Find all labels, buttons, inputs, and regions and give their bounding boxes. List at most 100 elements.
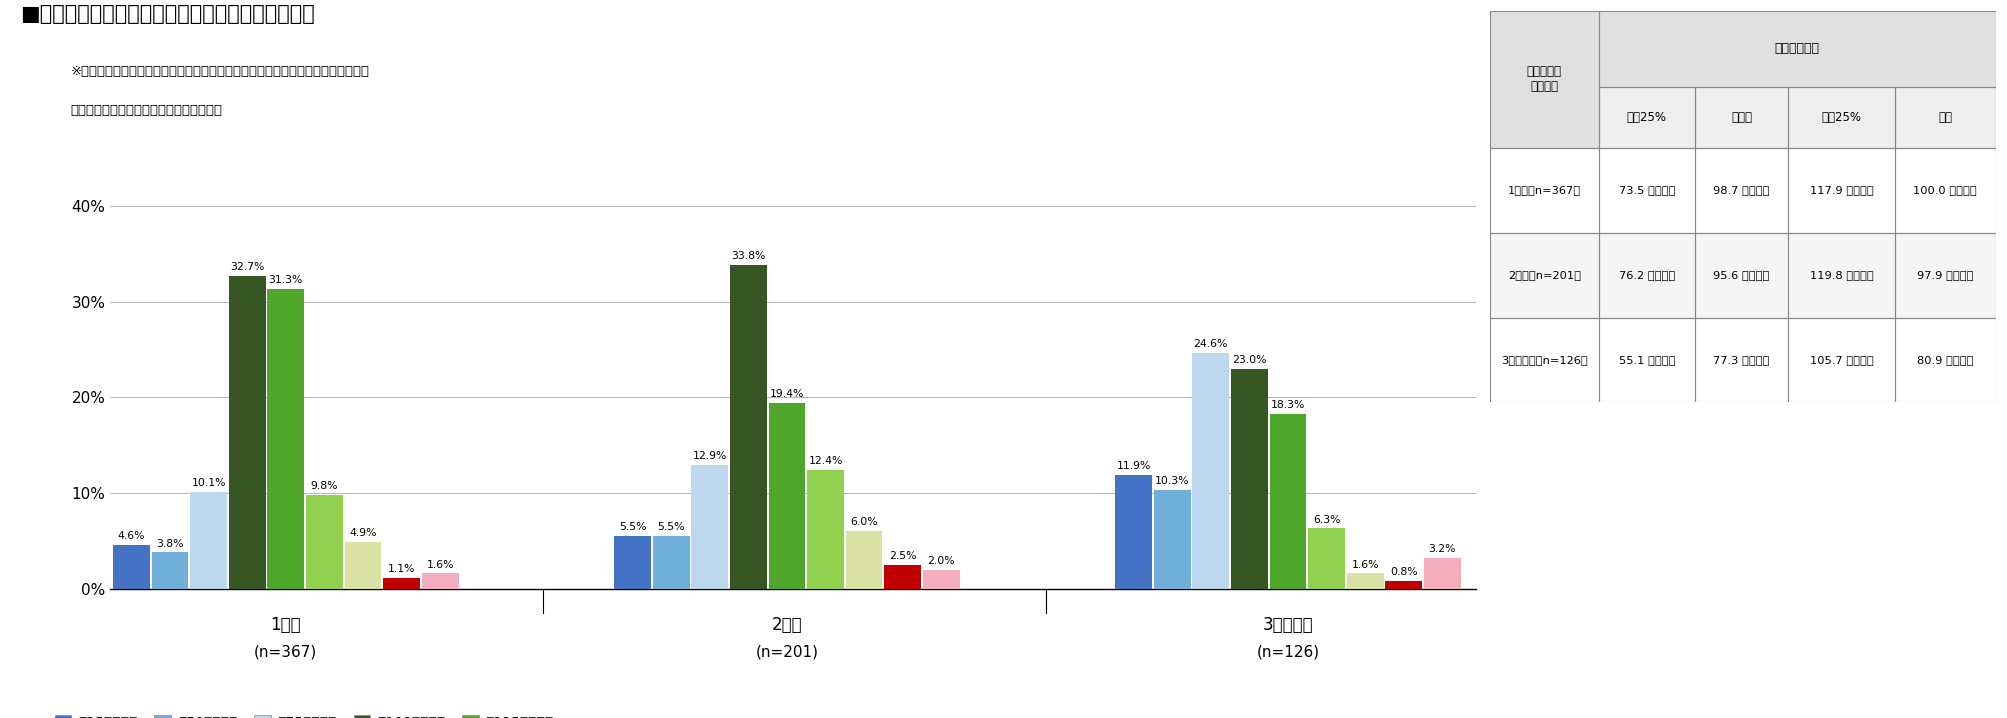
Text: 9.8%: 9.8% <box>311 481 337 491</box>
Text: 23.0%: 23.0% <box>1232 355 1266 365</box>
Bar <box>1489 317 1598 403</box>
Text: 4.9%: 4.9% <box>349 528 377 538</box>
Text: 3回目以上: 3回目以上 <box>1262 615 1313 633</box>
Bar <box>1489 233 1598 317</box>
Text: 32.7%: 32.7% <box>231 262 265 272</box>
Bar <box>1489 148 1598 233</box>
Text: 1.1%: 1.1% <box>387 564 415 574</box>
Text: (n=126): (n=126) <box>1256 644 1319 659</box>
Bar <box>1895 233 1995 317</box>
Text: 下位25%: 下位25% <box>1626 111 1666 124</box>
Text: ■大規模修繕工事の回数と戸あたり工事金額の関係: ■大規模修繕工事の回数と戸あたり工事金額の関係 <box>20 4 315 24</box>
Bar <box>112 545 151 589</box>
Text: 31.3%: 31.3% <box>269 275 303 285</box>
Bar <box>1230 368 1266 589</box>
Bar <box>1114 475 1152 589</box>
Text: (n=367): (n=367) <box>255 644 317 659</box>
Bar <box>1788 317 1895 403</box>
Text: 平均: 平均 <box>1937 111 1951 124</box>
Bar <box>652 536 688 589</box>
Bar <box>845 531 881 589</box>
Bar <box>769 403 805 589</box>
Text: 3.8%: 3.8% <box>157 538 185 549</box>
Bar <box>731 265 767 589</box>
Text: 73.5 万円／戸: 73.5 万円／戸 <box>1618 185 1674 195</box>
Bar <box>1307 528 1345 589</box>
Text: 80.9 万円／戸: 80.9 万円／戸 <box>1917 355 1973 365</box>
Text: 1.6%: 1.6% <box>425 559 454 569</box>
Bar <box>267 289 303 589</box>
Text: 19.4%: 19.4% <box>769 389 803 399</box>
Text: 6.3%: 6.3% <box>1313 515 1339 525</box>
Text: 回答も得られたサンプルを集計したもの: 回答も得られたサンプルを集計したもの <box>70 104 223 117</box>
Bar <box>153 552 189 589</box>
Text: 上位25%: 上位25% <box>1820 111 1860 124</box>
Bar <box>421 574 458 589</box>
Text: 77.3 万円／戸: 77.3 万円／戸 <box>1712 355 1768 365</box>
Bar <box>923 569 959 589</box>
Bar <box>1788 87 1895 148</box>
Bar <box>1598 148 1694 233</box>
Bar <box>229 276 265 589</box>
Bar <box>1489 11 1598 148</box>
Bar <box>1895 148 1995 233</box>
Text: 5.5%: 5.5% <box>656 522 684 532</box>
Bar <box>1895 87 1995 148</box>
Bar <box>1154 490 1190 589</box>
Text: 5.5%: 5.5% <box>618 522 646 532</box>
Text: 1回目（n=367）: 1回目（n=367） <box>1507 185 1580 195</box>
Text: 76.2 万円／戸: 76.2 万円／戸 <box>1618 270 1674 280</box>
Text: 55.1 万円／戸: 55.1 万円／戸 <box>1618 355 1674 365</box>
Bar <box>807 470 843 589</box>
Bar <box>1598 11 1995 87</box>
Bar <box>1694 87 1788 148</box>
Bar <box>1788 148 1895 233</box>
Text: 11.9%: 11.9% <box>1116 461 1150 471</box>
Text: 中央値: 中央値 <box>1730 111 1752 124</box>
Bar <box>383 578 419 589</box>
Bar <box>1598 87 1694 148</box>
Bar <box>1598 317 1694 403</box>
Text: 4.6%: 4.6% <box>118 531 145 541</box>
Text: 33.8%: 33.8% <box>731 251 765 261</box>
Bar <box>191 492 227 589</box>
Text: 10.3%: 10.3% <box>1154 476 1188 486</box>
Bar <box>1347 574 1383 589</box>
Bar <box>614 536 650 589</box>
Bar <box>1694 317 1788 403</box>
Text: 2回目: 2回目 <box>771 615 803 633</box>
Text: 1回目: 1回目 <box>271 615 301 633</box>
Bar <box>690 465 729 589</box>
Text: 6.0%: 6.0% <box>849 518 877 528</box>
Bar <box>1694 233 1788 317</box>
Text: 10.1%: 10.1% <box>191 478 227 488</box>
Text: 117.9 万円／戸: 117.9 万円／戸 <box>1808 185 1873 195</box>
Bar <box>1788 233 1895 317</box>
Text: 18.3%: 18.3% <box>1270 400 1305 410</box>
Bar <box>1385 581 1421 589</box>
Bar <box>1694 148 1788 233</box>
Text: 100.0 万円／戸: 100.0 万円／戸 <box>1913 185 1977 195</box>
Text: 大規模修繕
工事回数: 大規模修繕 工事回数 <box>1525 65 1561 93</box>
Bar <box>1895 317 1995 403</box>
Text: 2.0%: 2.0% <box>927 556 955 566</box>
Text: 0.8%: 0.8% <box>1389 567 1417 577</box>
Bar <box>1268 414 1307 589</box>
Bar <box>345 542 381 589</box>
Text: 3回目以上（n=126）: 3回目以上（n=126） <box>1499 355 1588 365</box>
Text: 97.9 万円／戸: 97.9 万円／戸 <box>1917 270 1973 280</box>
Text: 12.9%: 12.9% <box>692 452 727 462</box>
Text: 98.7 万円／戸: 98.7 万円／戸 <box>1712 185 1768 195</box>
Text: 戸あたり金額: 戸あたり金額 <box>1774 42 1818 55</box>
Text: 3.2%: 3.2% <box>1427 544 1455 554</box>
Bar <box>1192 353 1228 589</box>
Bar <box>1598 233 1694 317</box>
Text: 2回目（n=201）: 2回目（n=201） <box>1507 270 1580 280</box>
Text: ※対象マンションのうち、大規模修繕工事回数ならびに工事金額、戸数のいずれの: ※対象マンションのうち、大規模修繕工事回数ならびに工事金額、戸数のいずれの <box>70 65 369 78</box>
Text: 105.7 万円／戸: 105.7 万円／戸 <box>1808 355 1873 365</box>
Bar <box>305 495 343 589</box>
Text: 12.4%: 12.4% <box>809 456 843 466</box>
Text: 119.8 万円／戸: 119.8 万円／戸 <box>1808 270 1873 280</box>
Bar <box>883 565 921 589</box>
Bar <box>1423 558 1459 589</box>
